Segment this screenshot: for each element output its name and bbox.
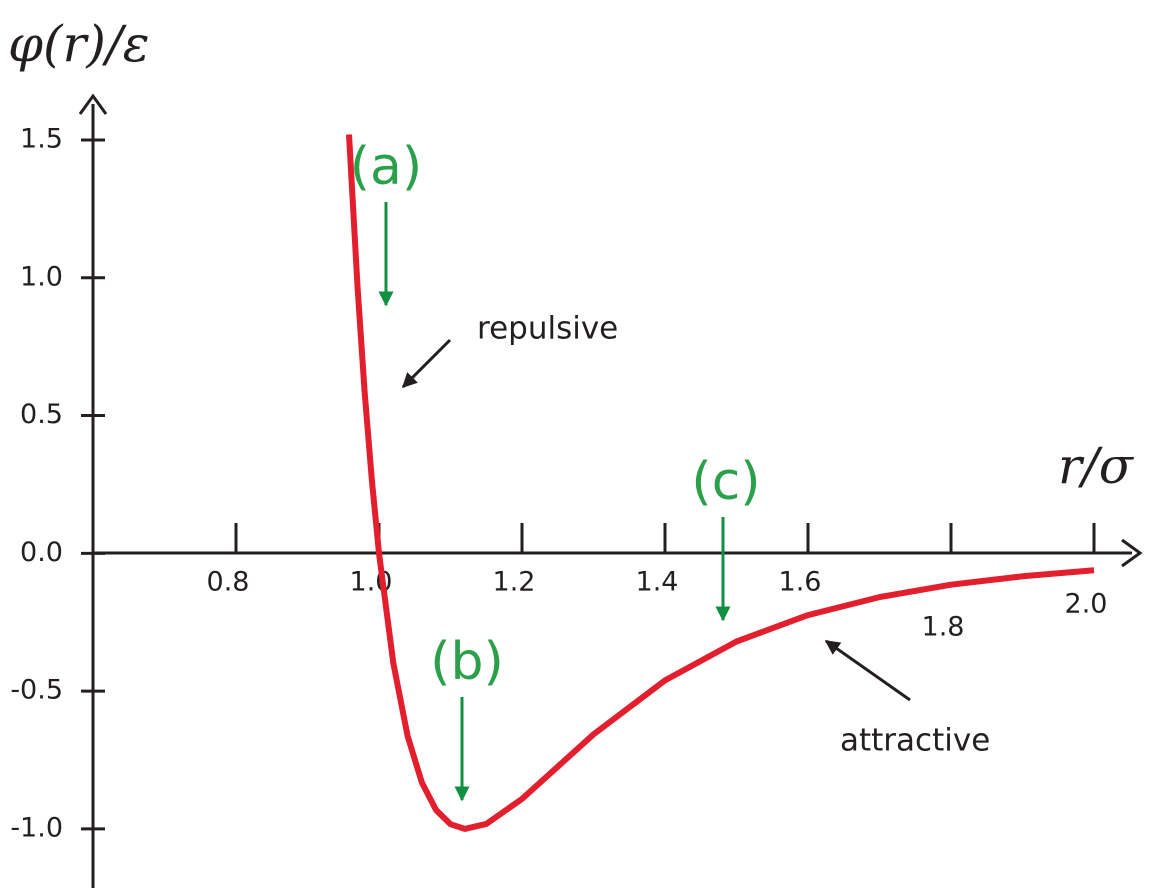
x-tick-label: 1.4 bbox=[636, 567, 679, 598]
annotation-repulsive: repulsive bbox=[477, 311, 618, 347]
y-tick-label: 1.5 bbox=[20, 124, 63, 155]
x-tick-label: 0.8 bbox=[207, 567, 250, 598]
annotation-a: (a) bbox=[350, 137, 422, 197]
y-tick-label: 0.0 bbox=[20, 537, 63, 568]
annotation-b: (b) bbox=[430, 632, 504, 692]
annotation-attractive: attractive bbox=[840, 723, 990, 759]
annotation-arrow bbox=[824, 639, 911, 702]
annotation-arrow bbox=[401, 338, 452, 389]
x-axis-label: r/σ bbox=[1058, 437, 1135, 495]
x-tick-label: 1.2 bbox=[493, 567, 536, 598]
annotation-c: (c) bbox=[691, 452, 760, 512]
x-tick-label: 2.0 bbox=[1065, 589, 1108, 620]
y-tick-label: 1.0 bbox=[20, 261, 63, 292]
curve bbox=[346, 134, 1095, 832]
x-tick-label: 1.6 bbox=[779, 567, 822, 598]
y-axis-arrow bbox=[78, 93, 108, 115]
x-axis-arrow bbox=[1121, 538, 1143, 568]
y-axis-label: φ(r)/ε bbox=[8, 15, 150, 73]
y-tick-label: 0.5 bbox=[20, 399, 63, 430]
y-tick-label: -1.0 bbox=[10, 812, 63, 843]
x-tick-label: 1.8 bbox=[922, 612, 965, 643]
y-tick-label: -0.5 bbox=[10, 675, 63, 706]
